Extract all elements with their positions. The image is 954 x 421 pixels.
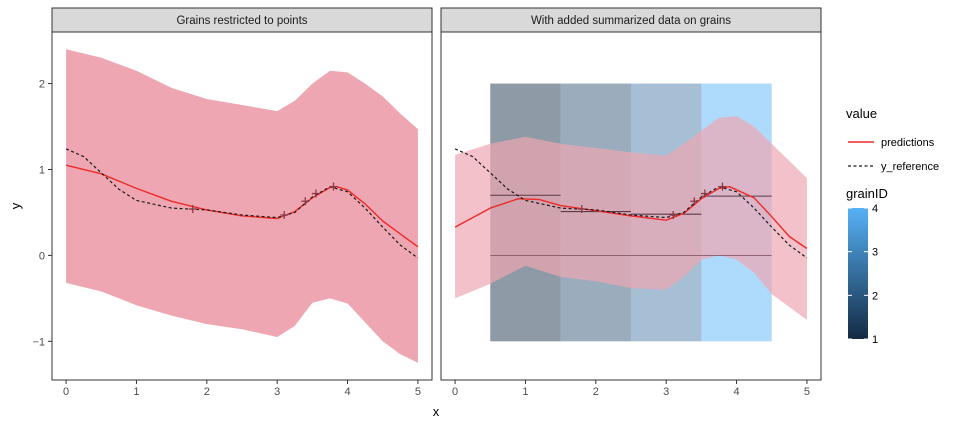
legend-value: value predictions y_reference bbox=[846, 106, 939, 173]
colorbar-tick-label: 4 bbox=[872, 203, 878, 215]
reference-line bbox=[65, 148, 419, 259]
panel-left-axes: 0 1 2 3 4 5 −1 0 1 2 bbox=[32, 79, 421, 398]
x-tick-label: 3 bbox=[274, 386, 280, 398]
observation-point bbox=[329, 182, 338, 191]
colorbar-tick-label: 1 bbox=[872, 334, 878, 346]
x-tick-label: 5 bbox=[804, 386, 810, 398]
x-tick-label: 2 bbox=[593, 386, 599, 398]
predictions-line bbox=[454, 185, 808, 250]
x-tick-label: 4 bbox=[733, 386, 739, 398]
panel-left: Grains restricted to points 0 1 2 3 4 5 −1 0 1 2 bbox=[32, 7, 433, 398]
x-tick-label: 0 bbox=[63, 386, 69, 398]
legend-value-title: value bbox=[846, 106, 877, 121]
panel-right: With added summarized data on grains 0 1 2… bbox=[440, 7, 822, 398]
observation-point bbox=[188, 205, 197, 214]
legend-grain-ticks: 1 2 3 4 bbox=[848, 203, 878, 346]
x-tick-label: 0 bbox=[452, 386, 458, 398]
observation-point bbox=[577, 205, 586, 214]
y-tick-label: −1 bbox=[32, 336, 45, 348]
colorbar-tick-label: 3 bbox=[872, 247, 878, 259]
x-tick-label: 4 bbox=[344, 386, 350, 398]
y-tick-label: 0 bbox=[39, 250, 45, 262]
strip-left bbox=[51, 7, 433, 33]
prediction-band bbox=[455, 116, 807, 320]
observation-point bbox=[669, 211, 678, 220]
observation-point bbox=[718, 182, 727, 191]
x-tick-label: 5 bbox=[415, 386, 421, 398]
panel-right-axes: 0 1 2 3 4 5 bbox=[452, 380, 810, 398]
reference-line bbox=[454, 148, 808, 259]
observation-point bbox=[700, 189, 709, 198]
x-axis-title: x bbox=[433, 404, 440, 419]
observation-point bbox=[301, 197, 310, 206]
observation-point bbox=[690, 197, 699, 206]
strip-right bbox=[440, 7, 822, 33]
legend-reference-label: y_reference bbox=[881, 161, 939, 173]
y-tick-label: 1 bbox=[39, 164, 45, 176]
legend-grain-title: grainID bbox=[846, 186, 888, 201]
x-tick-label: 1 bbox=[522, 386, 528, 398]
panel-left-marks bbox=[65, 49, 419, 363]
legend-grain-colorbar bbox=[848, 208, 868, 339]
observation-point bbox=[311, 189, 320, 198]
strip-left-title: Grains restricted to points bbox=[176, 15, 307, 27]
x-tick-label: 2 bbox=[204, 386, 210, 398]
x-tick-label: 1 bbox=[133, 386, 139, 398]
strip-right-title: With added summarized data on grains bbox=[531, 15, 731, 27]
panel-right-marks bbox=[454, 83, 808, 342]
prediction-band bbox=[66, 49, 418, 363]
x-tick-label: 3 bbox=[663, 386, 669, 398]
y-tick-label: 2 bbox=[39, 79, 45, 91]
legend-predictions-label: predictions bbox=[881, 137, 935, 149]
legend-grain: grainID 1 2 3 4 bbox=[846, 186, 888, 346]
colorbar-tick-label: 2 bbox=[872, 290, 878, 302]
y-axis-title: y bbox=[8, 202, 23, 209]
observation-point bbox=[280, 211, 289, 220]
